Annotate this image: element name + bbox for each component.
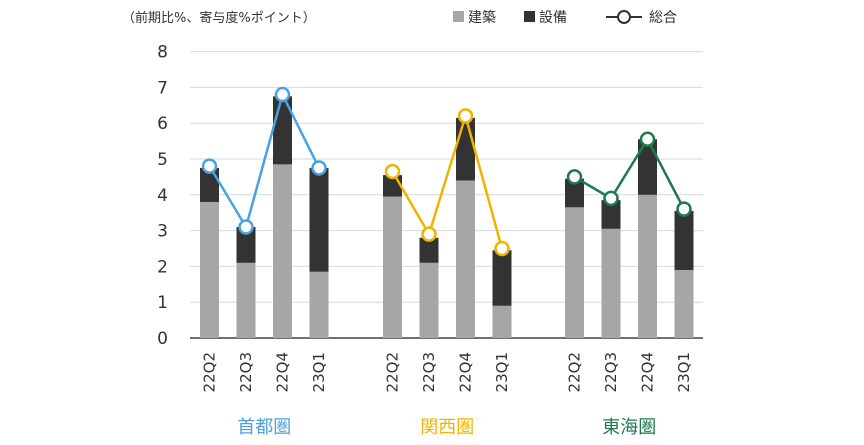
bar-construction <box>674 269 694 338</box>
y-tick-label: 3 <box>157 222 168 242</box>
total-marker <box>494 240 510 257</box>
bar-equipment <box>456 117 475 181</box>
x-tick-label: 23Q1 <box>675 352 693 392</box>
legend: 建築 設備 総合 <box>453 10 677 26</box>
total-marker <box>676 201 692 217</box>
y-tick-label: 6 <box>157 114 168 134</box>
bar-construction <box>565 207 584 338</box>
x-tick-label: 23Q1 <box>310 352 328 392</box>
total-marker <box>201 158 218 174</box>
group-label: 関西圏 <box>420 417 474 438</box>
total-line <box>391 111 504 249</box>
total-marker <box>238 219 254 235</box>
bar-equipment <box>674 210 694 270</box>
group-label: 首都圏 <box>237 417 291 438</box>
legend-construction-swatch <box>453 11 464 22</box>
x-tick-label: 22Q3 <box>237 352 255 392</box>
x-tick-label: 22Q4 <box>274 352 292 392</box>
y-tick-label: 2 <box>157 257 168 277</box>
x-tick-label: 22Q3 <box>602 352 620 392</box>
bar-construction <box>383 196 402 338</box>
bar-construction <box>419 262 439 338</box>
legend-total-label: 総合 <box>649 10 677 26</box>
total-line <box>573 136 686 210</box>
bar-construction <box>638 194 657 338</box>
legend-equipment-label: 設備 <box>539 10 567 26</box>
total-marker <box>311 160 327 176</box>
bar-construction <box>200 201 219 338</box>
total-marker <box>457 108 474 124</box>
y-tick-label: 0 <box>157 329 168 349</box>
bar-equipment <box>492 250 512 306</box>
total-marker <box>274 86 291 103</box>
y-tick-label: 8 <box>157 43 168 63</box>
x-tick-label: 23Q1 <box>493 352 511 392</box>
bar-construction <box>309 271 329 338</box>
y-tick-label: 5 <box>157 150 168 170</box>
legend-equipment-swatch <box>524 11 535 22</box>
y-tick-label: 4 <box>157 186 168 206</box>
bar-construction <box>492 305 512 338</box>
y-tick-label: 7 <box>157 78 168 98</box>
bar-construction <box>456 180 475 338</box>
x-tick-label: 22Q3 <box>420 352 438 392</box>
bar-construction <box>273 164 292 338</box>
legend-construction-label: 建築 <box>468 10 496 26</box>
x-tick-label: 22Q2 <box>201 352 219 392</box>
total-marker <box>566 169 583 185</box>
bar-equipment <box>419 237 439 263</box>
x-tick-label: 22Q4 <box>639 352 657 392</box>
bar-construction <box>601 228 621 338</box>
group-label: 東海圏 <box>602 417 656 438</box>
unit-label: （前期比%、寄与度%ポイント） <box>122 10 316 26</box>
bar-construction <box>236 262 256 338</box>
x-tick-label: 22Q2 <box>566 352 584 392</box>
total-marker <box>639 131 656 148</box>
bar-equipment <box>601 200 621 229</box>
bar-equipment <box>309 167 329 272</box>
x-tick-label: 22Q2 <box>384 352 402 392</box>
total-marker <box>384 163 401 180</box>
total-line <box>208 91 321 231</box>
bar-equipment <box>236 227 256 263</box>
x-tick-label: 22Q4 <box>457 352 475 392</box>
bar-equipment <box>565 178 584 208</box>
total-marker <box>421 226 437 242</box>
y-tick-label: 1 <box>157 293 168 313</box>
bar-equipment <box>638 139 657 195</box>
legend-total-marker <box>617 10 631 24</box>
total-marker <box>603 190 619 207</box>
